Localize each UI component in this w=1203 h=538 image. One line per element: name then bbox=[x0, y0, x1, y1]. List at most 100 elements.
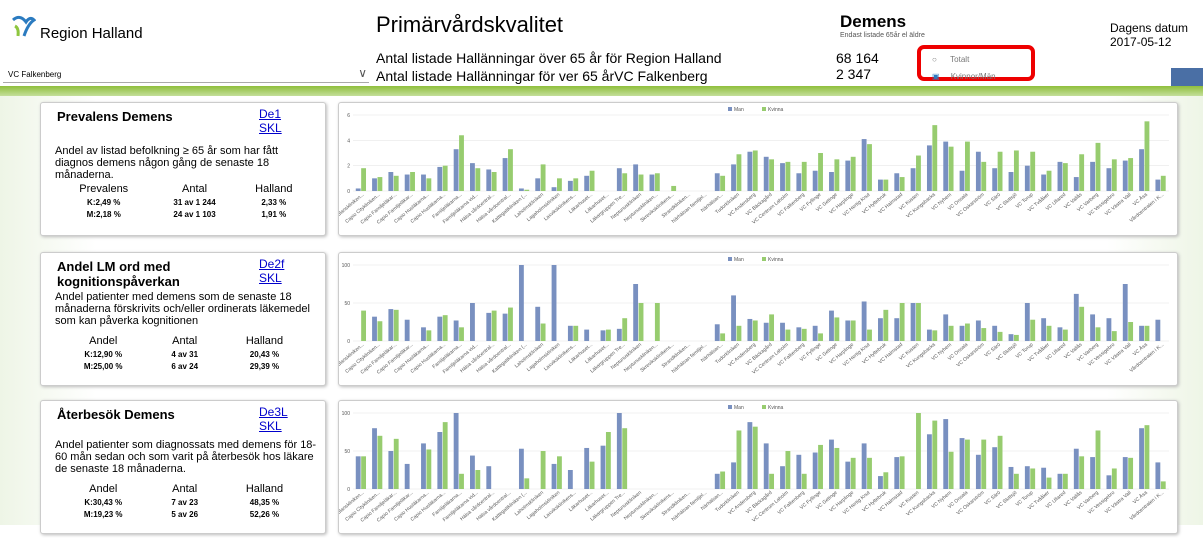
bar bbox=[965, 141, 970, 191]
bar bbox=[1057, 161, 1063, 191]
bar bbox=[421, 174, 426, 191]
bar bbox=[393, 309, 399, 341]
export-button[interactable] bbox=[1171, 68, 1203, 86]
bar bbox=[437, 432, 443, 489]
dropdown[interactable]: VC Falkenberg ∨ bbox=[3, 66, 369, 83]
bar bbox=[861, 443, 867, 489]
code-link[interactable]: De3L bbox=[259, 405, 288, 419]
bar bbox=[763, 322, 769, 341]
bar bbox=[404, 463, 410, 489]
bar bbox=[649, 174, 655, 191]
bar bbox=[453, 413, 459, 489]
kpi-table: Prevalens Antal Halland K:2,49 % 31 av 1 244… bbox=[55, 183, 311, 219]
bar bbox=[442, 422, 448, 489]
card-links: De2f SKL bbox=[259, 257, 284, 285]
column-header: Andel bbox=[89, 483, 118, 495]
bar bbox=[355, 188, 361, 191]
bar bbox=[453, 149, 459, 191]
bar bbox=[1041, 318, 1047, 341]
code-link[interactable]: De2f bbox=[259, 257, 285, 271]
bar bbox=[1008, 466, 1014, 489]
bar bbox=[829, 310, 834, 341]
bar bbox=[1057, 327, 1063, 341]
bar bbox=[1122, 284, 1128, 341]
skl-link[interactable]: SKL bbox=[259, 419, 282, 433]
kpi-card: Återbesök Demens De3L SKL Andel patienter s… bbox=[40, 400, 326, 534]
bar bbox=[926, 329, 932, 341]
bar bbox=[1111, 468, 1117, 489]
bar bbox=[720, 471, 726, 489]
bar bbox=[459, 135, 464, 191]
code-link[interactable]: De1 bbox=[259, 107, 282, 121]
bar bbox=[589, 461, 595, 489]
bar bbox=[567, 180, 573, 191]
bar bbox=[997, 331, 1003, 341]
bar bbox=[551, 187, 557, 191]
bar bbox=[1041, 174, 1047, 191]
bar bbox=[899, 177, 905, 191]
radio-label: Kvinnor/Män bbox=[950, 72, 996, 81]
bar bbox=[1008, 172, 1014, 191]
bar bbox=[508, 307, 513, 341]
bar bbox=[508, 149, 513, 191]
bar bbox=[975, 454, 981, 489]
bar bbox=[981, 161, 987, 191]
radio-label: Totalt bbox=[950, 55, 970, 64]
bar bbox=[372, 178, 377, 191]
column-header: Antal bbox=[182, 183, 208, 195]
y-tick-label: 50 bbox=[344, 301, 350, 307]
radio-option[interactable]: ○ Totalt bbox=[932, 55, 970, 64]
bar bbox=[997, 435, 1003, 489]
table-cell: 6 av 24 bbox=[171, 362, 199, 371]
bar bbox=[573, 325, 579, 341]
count-value: 68 164 bbox=[836, 50, 879, 66]
bar bbox=[518, 265, 524, 341]
bar bbox=[829, 439, 834, 489]
bar bbox=[584, 329, 590, 341]
column-header: Antal bbox=[172, 335, 198, 347]
skl-link[interactable]: SKL bbox=[259, 121, 282, 135]
bar bbox=[910, 168, 916, 191]
table-row: K:12,90 % 4 av 31 20,43 % bbox=[55, 347, 311, 359]
bar bbox=[1111, 159, 1117, 191]
bar bbox=[633, 284, 639, 341]
bar bbox=[1062, 473, 1068, 489]
bar bbox=[1079, 306, 1085, 341]
bar bbox=[1095, 430, 1101, 489]
legend-swatch bbox=[762, 405, 766, 409]
bar bbox=[421, 443, 426, 489]
bar bbox=[1095, 142, 1101, 191]
bar bbox=[1144, 325, 1150, 341]
radio-option[interactable]: ▣ Kvinnor/Män bbox=[932, 72, 996, 81]
column-header: Antal bbox=[172, 483, 198, 495]
kpi-table: Andel Antal Halland K:12,90 % 4 av 31 20,43 %… bbox=[55, 335, 311, 371]
bar bbox=[769, 473, 775, 489]
bar bbox=[943, 419, 949, 489]
table-cell: M:2,18 % bbox=[86, 210, 121, 219]
bar bbox=[361, 168, 367, 191]
bar bbox=[720, 175, 726, 191]
highlight bbox=[917, 45, 1035, 81]
bar bbox=[1106, 475, 1112, 489]
y-tick-label: 6 bbox=[347, 113, 350, 119]
bar bbox=[524, 189, 530, 191]
skl-link[interactable]: SKL bbox=[259, 271, 282, 285]
bar bbox=[377, 435, 383, 489]
bar bbox=[573, 178, 579, 191]
bar bbox=[959, 438, 965, 489]
legend-label: Man bbox=[734, 257, 744, 263]
bar bbox=[1139, 149, 1144, 191]
bar bbox=[818, 444, 823, 489]
bar bbox=[540, 451, 546, 489]
bar bbox=[1128, 457, 1134, 489]
bar bbox=[785, 329, 791, 341]
table-cell: K:2,49 % bbox=[87, 198, 121, 207]
page: Region Halland Primärvårdskvalitet Antal… bbox=[0, 12, 1203, 534]
bar bbox=[975, 151, 981, 191]
bar bbox=[916, 155, 921, 191]
bar bbox=[1139, 428, 1144, 489]
bar bbox=[404, 319, 410, 341]
bar bbox=[616, 168, 622, 191]
bar bbox=[426, 178, 432, 191]
